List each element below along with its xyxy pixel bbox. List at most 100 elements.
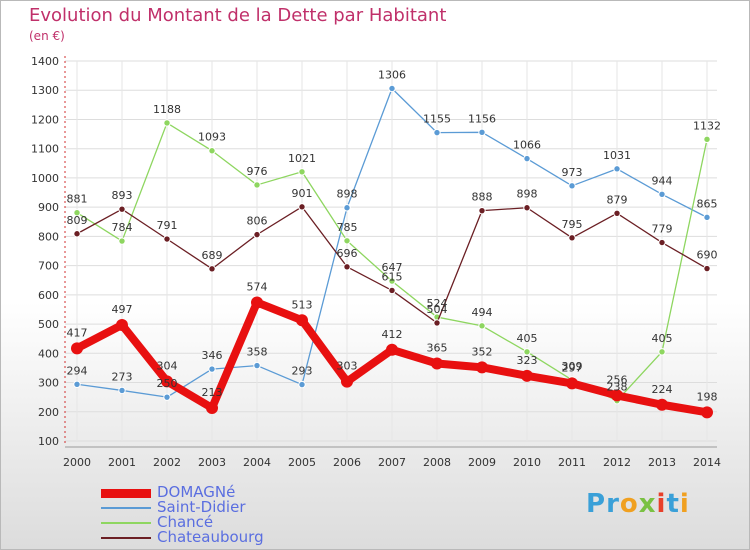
data-label: 898 <box>517 188 538 201</box>
data-point <box>478 322 486 330</box>
y-tick-label: 1300 <box>31 84 59 97</box>
brand-letter: i <box>679 489 690 519</box>
x-tick-label: 2013 <box>648 456 676 469</box>
data-point <box>161 375 173 388</box>
data-label: 1188 <box>153 103 181 116</box>
y-tick-label: 300 <box>38 377 59 390</box>
data-point <box>343 237 351 245</box>
data-point <box>568 182 576 190</box>
data-point <box>388 84 396 93</box>
data-label: 1093 <box>198 131 226 144</box>
brand-letter: t <box>666 489 680 519</box>
data-point <box>208 365 216 373</box>
data-point <box>478 206 486 215</box>
data-label: 224 <box>652 383 673 396</box>
data-label: 1132 <box>693 119 721 132</box>
data-point <box>253 181 261 189</box>
y-tick-label: 100 <box>38 435 59 448</box>
data-point <box>73 209 81 217</box>
data-label: 696 <box>337 247 358 260</box>
data-point <box>163 235 171 243</box>
data-point <box>613 165 621 173</box>
data-point <box>298 380 306 389</box>
x-tick-label: 2004 <box>243 456 271 469</box>
x-tick-label: 2008 <box>423 456 451 469</box>
data-label: 405 <box>517 332 538 345</box>
grid-lines <box>65 60 717 442</box>
data-label: 574 <box>247 280 268 293</box>
brand-letter: i <box>656 489 667 519</box>
data-point <box>118 205 126 213</box>
data-point <box>163 119 171 127</box>
x-tick-label: 2012 <box>603 456 631 469</box>
data-point <box>433 128 441 137</box>
data-label: 784 <box>112 221 133 234</box>
chart-unit: (en €) <box>29 29 65 43</box>
data-point <box>656 398 668 411</box>
chart-title: Evolution du Montant de la Dette par Hab… <box>29 5 447 26</box>
data-label: 213 <box>202 386 223 399</box>
brand-letter: o <box>619 489 639 519</box>
data-label: 504 <box>427 303 448 316</box>
data-label: 358 <box>247 346 268 359</box>
data-label: 494 <box>472 306 493 319</box>
x-tick-label: 2000 <box>63 456 91 469</box>
y-tick-label: 400 <box>38 347 59 360</box>
x-tick-label: 2006 <box>333 456 361 469</box>
data-label: 238 <box>607 381 628 394</box>
data-label: 513 <box>292 298 313 311</box>
data-label: 297 <box>562 361 583 374</box>
data-label: 303 <box>337 360 358 373</box>
data-point <box>611 389 623 402</box>
data-label: 795 <box>562 218 583 231</box>
data-label: 1021 <box>288 152 316 165</box>
data-label: 293 <box>292 365 313 378</box>
data-label: 256 <box>607 373 628 386</box>
y-tick-label: 1000 <box>31 172 59 185</box>
data-label: 497 <box>112 303 133 316</box>
data-label: 809 <box>67 214 88 227</box>
x-tick-label: 2002 <box>153 456 181 469</box>
data-label: 1031 <box>603 149 631 162</box>
data-point <box>703 135 711 144</box>
data-point <box>658 348 666 356</box>
data-point <box>341 375 353 388</box>
data-label: 294 <box>67 364 88 377</box>
data-point <box>433 319 441 327</box>
x-tick-label: 2014 <box>693 456 721 469</box>
data-label: 250 <box>157 377 178 390</box>
data-point <box>116 318 128 331</box>
data-label: 806 <box>247 215 268 228</box>
legend-label: DOMAGNé <box>157 483 236 501</box>
data-label: 346 <box>202 349 223 362</box>
data-point <box>71 342 83 355</box>
data-point <box>658 190 666 198</box>
y-tick-label: 500 <box>38 318 59 331</box>
data-point <box>251 296 263 309</box>
data-point <box>388 286 396 295</box>
y-tick-label: 1400 <box>31 55 59 68</box>
y-tick-label: 200 <box>38 406 59 419</box>
legend-swatch <box>101 488 151 498</box>
y-tick-label: 900 <box>38 201 59 214</box>
data-label: 901 <box>292 187 313 200</box>
data-label: 405 <box>652 332 673 345</box>
data-label: 1156 <box>468 112 496 125</box>
data-point <box>568 234 576 242</box>
data-label: 304 <box>157 359 178 372</box>
y-tick-label: 800 <box>38 230 59 243</box>
data-point <box>206 401 218 414</box>
data-point <box>703 264 711 273</box>
data-point <box>118 386 126 395</box>
data-label: 309 <box>562 360 583 373</box>
x-tick-label: 2007 <box>378 456 406 469</box>
data-point <box>613 209 621 217</box>
data-label: 323 <box>517 354 538 367</box>
data-point <box>701 406 713 419</box>
axes: 100 200 300 400 500 600 700 800 900 1000 1100 1200 1… <box>31 55 721 469</box>
x-tick-label: 2003 <box>198 456 226 469</box>
data-point <box>298 168 306 176</box>
data-label: 1155 <box>423 113 451 126</box>
